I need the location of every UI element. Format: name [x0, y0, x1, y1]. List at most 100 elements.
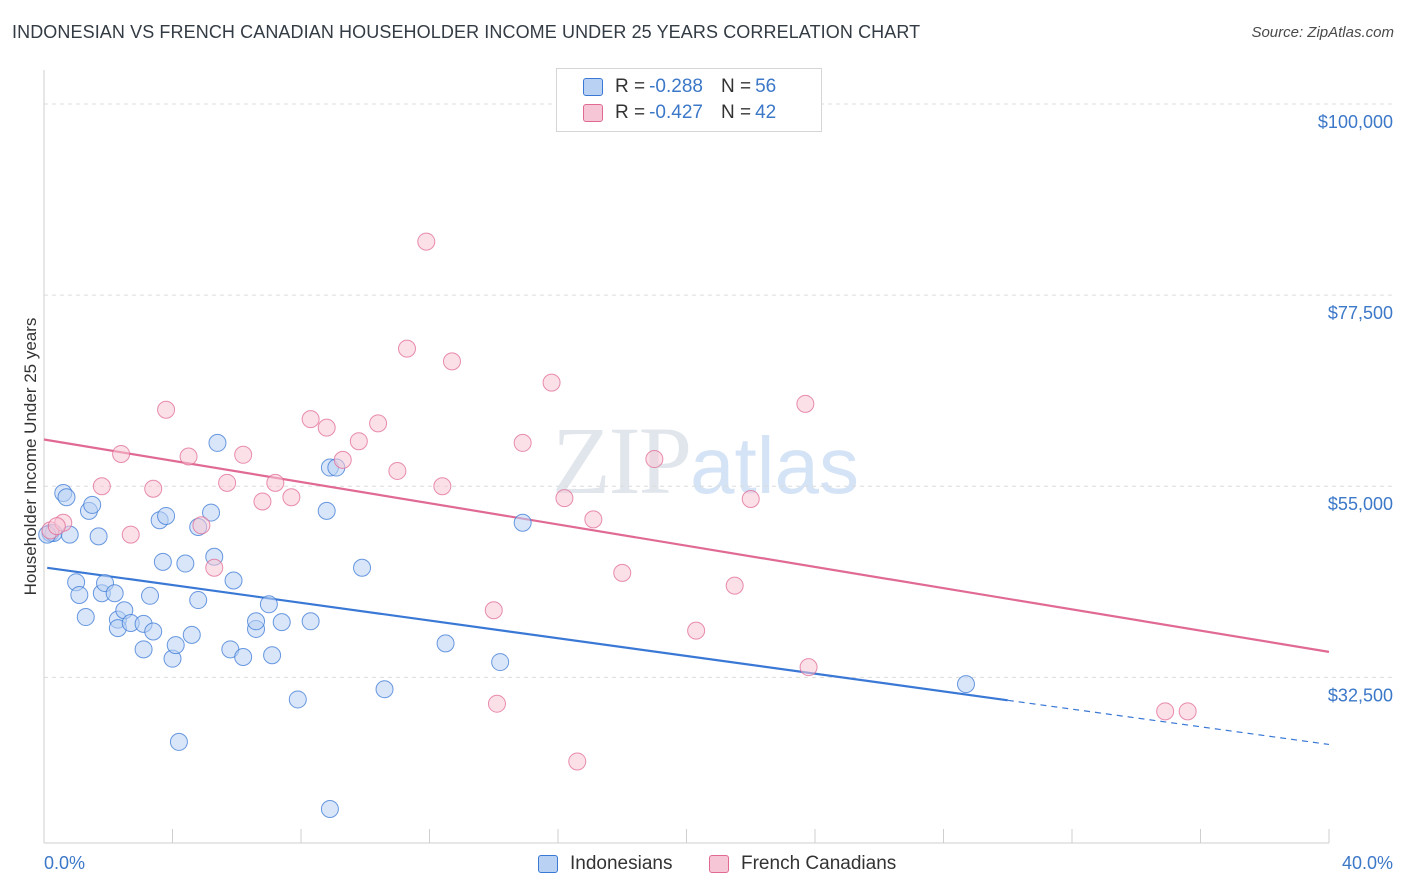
data-point [369, 414, 388, 433]
watermark-atlas: atlas [690, 421, 859, 510]
bottom-legend-swatch-french-canadians [709, 855, 729, 873]
data-point [266, 473, 285, 492]
data-point [70, 585, 89, 604]
data-point [218, 473, 237, 492]
data-point [57, 488, 76, 507]
data-point [105, 584, 124, 603]
data-point [417, 232, 436, 251]
bottom-legend-label-french-canadians: French Canadians [741, 853, 897, 874]
legend-n-value: 56 [755, 76, 777, 97]
data-point [555, 489, 574, 508]
data-point [144, 479, 163, 498]
data-point [433, 477, 452, 496]
bottom-legend-swatch-indonesians [538, 855, 558, 873]
data-point [568, 752, 587, 771]
source-label: Source: ZipAtlas.com [1251, 24, 1394, 41]
legend-row-french-canadians: R = -0.427 N = 42 [583, 101, 776, 125]
x-tick-label-max: 40.0% [1342, 853, 1393, 873]
data-point [398, 339, 417, 358]
data-point [189, 591, 208, 610]
data-point [513, 433, 532, 452]
data-point [584, 510, 603, 529]
legend-r-label: R = [615, 102, 646, 123]
data-point [192, 516, 211, 535]
data-point [375, 680, 394, 699]
trend-line-french-canadians [43, 438, 1330, 653]
data-point [92, 477, 111, 496]
data-point [799, 658, 818, 677]
legend-n-label: N = [720, 76, 752, 97]
data-point [436, 634, 455, 653]
y-tick-label: $32,500 [1328, 685, 1393, 705]
legend-r-label: R = [615, 76, 646, 97]
data-point [741, 489, 760, 508]
trend-line-indonesians [47, 566, 1008, 702]
legend-n-value: 42 [755, 102, 777, 123]
correlation-legend: R = -0.288 N = 56 R = -0.427 N = 42 [556, 68, 822, 132]
x-tick-label-min: 0.0% [44, 853, 85, 873]
data-point [176, 554, 195, 573]
bottom-legend-indonesians: Indonesians [538, 852, 672, 876]
data-point [144, 622, 163, 641]
watermark-zip: ZIP [552, 407, 692, 514]
data-point [83, 495, 102, 514]
data-point [202, 503, 221, 522]
data-point [157, 506, 176, 525]
data-point [112, 444, 131, 463]
data-point [141, 586, 160, 605]
data-point [76, 608, 95, 627]
data-point [272, 613, 291, 632]
trend-lines [43, 438, 1330, 746]
grid-lines [44, 103, 1394, 678]
data-point [282, 488, 301, 507]
data-point [208, 433, 227, 452]
data-point [487, 694, 506, 713]
data-point [179, 447, 198, 466]
series-french-canadians [41, 232, 1197, 771]
y-tick-label: $100,000 [1318, 112, 1393, 132]
bottom-legend-french-canadians: French Canadians [709, 852, 896, 876]
data-point [47, 517, 66, 536]
data-point [253, 492, 272, 511]
data-point [349, 432, 368, 451]
data-point [442, 352, 461, 371]
data-point [484, 601, 503, 620]
axes [43, 70, 1330, 844]
data-point [205, 558, 224, 577]
series-indonesians [38, 433, 975, 819]
data-point [353, 558, 372, 577]
data-point [513, 513, 532, 532]
data-point [687, 621, 706, 640]
data-point [956, 675, 975, 694]
data-point [182, 625, 201, 644]
data-point [1156, 702, 1175, 721]
data-point [613, 563, 632, 582]
data-point [234, 647, 253, 666]
data-point [288, 690, 307, 709]
legend-swatch-indonesians [583, 78, 603, 96]
data-point [166, 636, 185, 655]
data-point [491, 653, 510, 672]
data-points [38, 232, 1197, 819]
data-point [796, 394, 815, 413]
data-point [333, 450, 352, 469]
data-point [169, 732, 188, 751]
data-point [725, 576, 744, 595]
data-point [153, 552, 172, 571]
data-point [89, 527, 108, 546]
data-point [157, 400, 176, 419]
data-point [542, 373, 561, 392]
data-point [134, 640, 153, 659]
legend-n-label: N = [720, 102, 752, 123]
legend-r-value: -0.288 [649, 76, 703, 97]
data-point [121, 525, 140, 544]
data-point [317, 418, 336, 437]
data-point [224, 571, 243, 590]
data-point [388, 461, 407, 480]
data-point [645, 450, 664, 469]
legend-r-value: -0.427 [649, 102, 703, 123]
y-axis-title: Householder Income Under 25 years [21, 318, 40, 596]
data-point [1178, 702, 1197, 721]
data-point [259, 595, 278, 614]
